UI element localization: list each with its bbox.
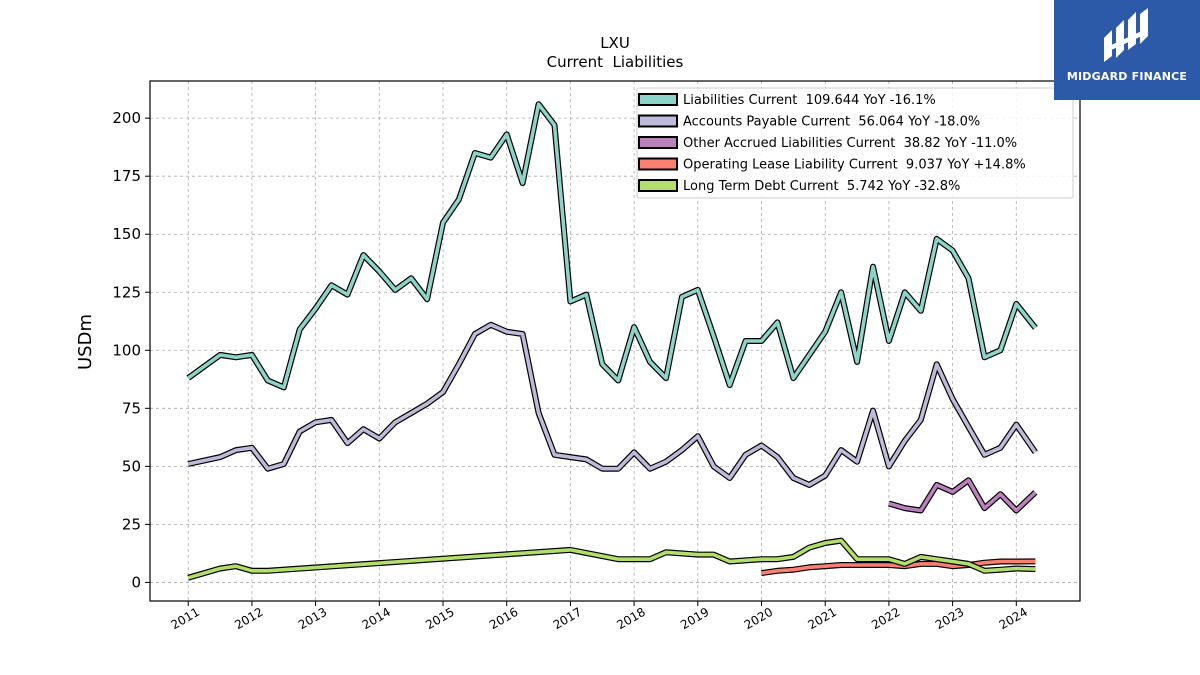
x-tick-label: 2014 [360, 605, 393, 632]
x-tick-label: 2011 [168, 605, 201, 632]
series-line-operating-lease-liability-current [761, 559, 1036, 575]
legend-swatch [638, 157, 678, 171]
y-tick-label: 25 [122, 515, 141, 533]
x-tick-label: 2013 [296, 605, 329, 632]
y-tick-label: 50 [122, 457, 141, 475]
legend: Liabilities Current 109.644 YoY -16.1% Ac… [636, 87, 1074, 199]
logo-text: MIDGARD FINANCE [1066, 70, 1188, 83]
y-tick-label: 75 [122, 399, 141, 417]
chart-subtitle: Current Liabilities [547, 53, 684, 71]
series-line-liabilities-current [187, 102, 1037, 390]
series-line-long-term-debt-current [187, 538, 1036, 580]
legend-label: Operating Lease Liability Current 9.037 … [683, 158, 1026, 173]
logo-mark-icon [1104, 8, 1148, 62]
y-tick-label: 175 [112, 167, 141, 185]
x-tick-label: 2023 [933, 605, 966, 632]
legend-label: Liabilities Current 109.644 YoY -16.1% [683, 93, 936, 108]
plot-frame [149, 80, 1081, 602]
x-tick-label: 2017 [551, 605, 584, 632]
x-tick-label: 2016 [487, 605, 520, 632]
y-tick-label: 100 [112, 341, 141, 359]
x-tick-label: 2024 [997, 605, 1030, 632]
x-tick-label: 2021 [805, 605, 838, 632]
legend-label: Long Term Debt Current 5.742 YoY -32.8% [683, 179, 960, 194]
x-tick-label: 2018 [614, 605, 647, 632]
x-tick-label: 2015 [423, 605, 456, 632]
series-line-other-accrued-liabilities-current [888, 478, 1037, 513]
chart-title: LXU [600, 34, 630, 52]
y-tick-label: 0 [131, 573, 141, 591]
x-tick-label: 2012 [232, 605, 265, 632]
brand-logo: MIDGARD FINANCE [1054, 0, 1200, 100]
legend-swatch [638, 179, 678, 192]
legend-swatch [638, 136, 678, 149]
legend-label: Accounts Payable Current 56.064 YoY -18.… [683, 115, 980, 130]
legend-label: Other Accrued Liabilities Current 38.82 … [683, 136, 1017, 151]
x-tick-label: 2020 [742, 605, 775, 632]
y-axis-label: USDm [75, 314, 96, 370]
series-lines [186, 101, 1038, 581]
legend-box [636, 87, 1074, 199]
y-tick-label: 200 [112, 109, 141, 127]
x-tick-label: 2019 [678, 605, 711, 632]
x-tick-label: 2022 [869, 605, 902, 632]
y-tick-label: 150 [112, 225, 141, 243]
series-line-accounts-payable-current [187, 322, 1037, 487]
y-tick-label: 125 [112, 283, 141, 301]
legend-swatch [638, 93, 678, 106]
legend-swatch [638, 114, 678, 128]
